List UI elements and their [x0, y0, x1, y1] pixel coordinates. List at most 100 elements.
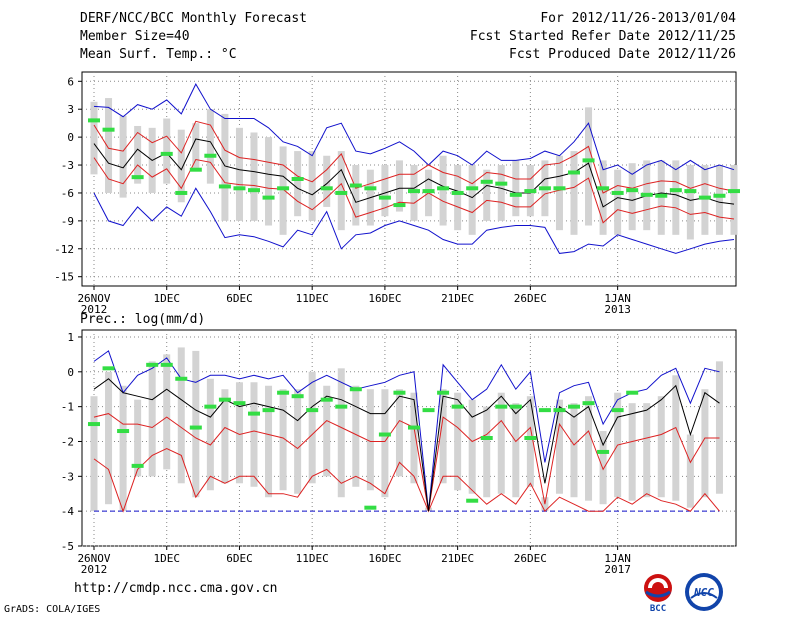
forecast-produced-date: Fcst Produced Date 2012/11/26 [509, 47, 736, 62]
temp-member-range-bar [628, 163, 636, 231]
temp-member-range-bar [395, 160, 403, 212]
prec-observed-point [437, 390, 450, 395]
prec-member-range-bar [512, 403, 520, 498]
prec-observed-point [189, 425, 202, 430]
prec-observed-point [218, 397, 231, 402]
prec-y-tick-label: -3 [61, 470, 74, 483]
prec-member-range-bar [265, 385, 273, 498]
prec-observed-point [568, 404, 580, 409]
temp-member-range-bar [701, 165, 709, 235]
temp-observed-point [597, 186, 610, 191]
prec-member-range-bar [657, 396, 665, 498]
temp-member-range-bar [119, 115, 127, 198]
ncc-logo: NCC [685, 573, 723, 611]
prec-member-range-bar [395, 389, 403, 477]
bcc-logo-text: BCC [650, 604, 666, 614]
prec-member-range-bar [686, 434, 694, 508]
prec-observed-point [160, 362, 173, 367]
prec-observed-point [393, 390, 406, 395]
temp-observed-point [524, 189, 537, 194]
prec-member-range-bar [105, 371, 113, 505]
prec-member-range-bar [337, 368, 345, 498]
chart-title: DERF/NCC/BCC Monthly Forecast [80, 11, 307, 26]
prec-x-tick-year: 2012 [81, 563, 108, 576]
temp-x-tick-year: 2013 [604, 303, 631, 316]
ncc-logo-text: NCC [693, 586, 714, 599]
prec-member-range-bar [294, 389, 302, 494]
temp-observed-point [568, 170, 580, 175]
prec-x-tick-label: 21DEC [441, 552, 474, 565]
temp-observed-point [233, 186, 246, 191]
prec-lower-spread-line [93, 447, 720, 513]
prec-observed-point [422, 408, 435, 413]
temp-member-range-bar [585, 107, 593, 226]
temp-y-tick-label: 6 [67, 75, 74, 88]
prec-member-range-bar [468, 399, 476, 494]
temp-observed-point [480, 179, 493, 184]
prec-observed-point [626, 390, 639, 395]
prec-member-range-bar [323, 385, 331, 477]
prec-observed-point [291, 394, 304, 399]
temp-member-range-bar [308, 151, 316, 221]
temp-member-range-bar [454, 165, 462, 231]
temp-observed-point [698, 195, 711, 200]
prec-y-tick-label: -2 [61, 435, 74, 448]
temp-observed-point [728, 189, 740, 194]
prec-observed-point [451, 404, 464, 409]
prec-observed-point [146, 362, 159, 367]
prec-member-range-bar [134, 399, 142, 477]
prec-y-tick-label: -1 [61, 401, 74, 414]
temp-member-range-bar [570, 151, 578, 235]
temp-observed-point [160, 151, 173, 156]
prec-observed-point [408, 425, 420, 430]
temp-observed-point [553, 186, 566, 191]
prec-member-range-bar [250, 382, 258, 487]
temp-observed-point [131, 175, 144, 180]
prec-x-tick-label: 16DEC [368, 552, 401, 565]
prec-member-range-bar [526, 396, 534, 487]
prec-member-range-bar [701, 389, 709, 498]
prec-observed-point [204, 404, 217, 409]
prec-x-tick-label: 26NOV [77, 552, 110, 565]
prec-x-tick-label: 11DEC [296, 552, 329, 565]
prec-observed-point [233, 401, 246, 406]
grads-credit: GrADS: COLA/IGES [4, 604, 101, 615]
prec-upper-spread-line [93, 413, 720, 512]
temp-y-tick-label: -15 [54, 271, 74, 284]
temp-member-range-bar [294, 151, 302, 217]
temp-observed-point [437, 186, 450, 191]
source-url[interactable]: http://cmdp.ncc.cma.gov.cn [74, 581, 278, 596]
prec-observed-point [335, 404, 348, 409]
temp-member-range-bar [497, 165, 505, 221]
temp-member-range-bar [192, 123, 200, 170]
prec-x-tick-year: 2017 [604, 563, 631, 576]
temp-member-range-bar [337, 151, 345, 231]
prec-member-range-bar [570, 403, 578, 498]
temp-member-range-bar [439, 155, 447, 226]
temp-observed-point [102, 127, 115, 132]
prec-observed-point [320, 397, 333, 402]
temp-member-range-bar [715, 165, 723, 235]
temp-observed-point [509, 192, 522, 197]
prec-observed-point [248, 411, 260, 416]
prec-observed-point [175, 376, 188, 381]
prec-observed-point [611, 408, 624, 413]
prec-observed-point [102, 366, 115, 371]
prec-observed-point [117, 429, 130, 434]
prec-y-tick-label: -5 [61, 540, 74, 553]
prec-member-range-bar [235, 382, 243, 484]
prec-member-range-bar [163, 354, 171, 470]
temp-member-range-bar [90, 101, 98, 175]
temp-min-series-line [93, 187, 735, 254]
prec-observed-point [277, 390, 290, 395]
forecast-start-date: Fcst Started Refer Date 2012/11/25 [469, 29, 736, 44]
prec-member-range-bar [279, 389, 287, 491]
temp-member-range-bar [555, 155, 563, 231]
temp-member-range-bar [163, 118, 171, 184]
temp-max-series-line [93, 83, 735, 175]
temp-x-tick-label: 1JAN [604, 292, 631, 305]
prec-member-range-bar [90, 396, 98, 512]
prec-member-range-bar [119, 385, 127, 512]
temp-member-range-bar [686, 165, 694, 240]
temp-x-tick-label: 26NOV [77, 292, 110, 305]
